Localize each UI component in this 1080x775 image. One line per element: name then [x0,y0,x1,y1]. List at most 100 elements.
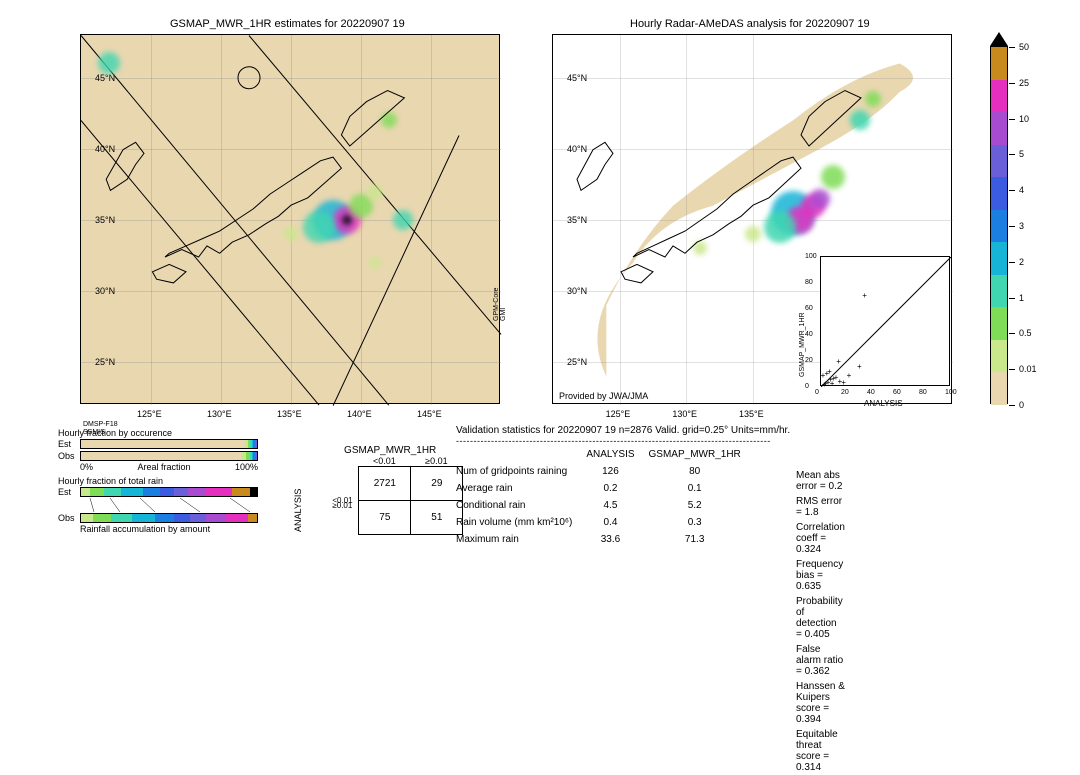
tot-title: Hourly fraction of total rain [58,476,258,486]
scatter-xtick: 20 [841,389,849,396]
cont-title: GSMAP_MWR_1HR [317,445,463,456]
scatter-ytick: 0 [805,383,809,390]
fraction-bar [80,487,258,497]
cont-col-header: <0.01 [358,456,410,466]
colorbar-tick: 4 [1019,185,1024,195]
stats-table: ANALYSISGSMAP_MWR_1HRNum of gridpoints r… [456,446,755,548]
fraction-bar [80,451,258,461]
row-label-est: Est [58,487,80,497]
stats-row-label: Num of gridpoints raining [456,463,586,480]
fraction-bar [80,513,258,523]
cont-table: 2721297551 [358,466,463,535]
metric-line: Frequency bias = 0.635 [796,557,845,594]
scatter-point: + [862,291,867,300]
scatter-point: + [847,371,852,380]
colorbar-segment [991,210,1007,243]
fraction-bar [80,439,258,449]
fraction-block: Hourly fraction by occurenceEstObs0%Area… [58,428,258,534]
scatter-diag [821,257,951,387]
colorbar-tick: 0.01 [1019,364,1037,374]
scatter-ytick: 80 [805,279,813,286]
right-map-title: Hourly Radar-AMeDAS analysis for 2022090… [630,18,870,30]
lon-tick: 145°E [417,409,442,419]
stats-val: 33.6 [586,531,648,548]
lon-tick: 125°E [137,409,162,419]
metric-line: RMS error = 1.8 [796,494,845,520]
colorbar-segment [991,340,1007,373]
stats-row-label: Maximum rain [456,531,586,548]
cont-row-label: ANALYSIS [293,489,347,532]
colorbar-tick: 25 [1019,78,1029,88]
provider-label: Provided by JWA/JMA [559,391,648,401]
metric-line: Correlation coeff = 0.324 [796,520,845,557]
scatter-xlabel: ANALYSIS [864,399,903,408]
stats-val: 126 [586,463,648,480]
colorbar-segment [991,275,1007,308]
colorbar-segment [991,242,1007,275]
lon-tick: 130°E [672,409,697,419]
scatter-ylabel: GSMAP_MWR_1HR [799,312,806,377]
scatter-point: + [857,362,862,371]
lon-tick: 130°E [207,409,232,419]
colorbar: 502510543210.50.010 [990,46,1008,404]
sat-label: DMSP-F18 [83,421,118,428]
stats-val: 4.5 [586,497,648,514]
colorbar-tick: 5 [1019,149,1024,159]
metric-line: False alarm ratio = 0.362 [796,642,845,679]
colorbar-segment [991,47,1007,80]
cont-col-header: ≥0.01 [410,456,462,466]
scatter-xtick: 80 [919,389,927,396]
areal-label: Areal fraction [137,462,190,472]
scatter-xtick: 60 [893,389,901,396]
contingency-block: GSMAP_MWR_1HRANALYSIS<0.01≥0.01<0.012721… [285,445,463,510]
scatter-xtick: 0 [815,389,819,396]
lon-tick: 140°E [347,409,372,419]
stats-val: 0.1 [649,480,755,497]
colorbar-tick: 2 [1019,257,1024,267]
left-map-title: GSMAP_MWR_1HR estimates for 20220907 19 [170,18,405,30]
connector-lines [80,498,258,512]
stats-val: 0.2 [586,480,648,497]
colorbar-segment [991,177,1007,210]
row-label-est: Est [58,439,80,449]
colorbar-segment [991,145,1007,178]
scatter-point: + [836,357,841,366]
figure-root: GSMAP_MWR_1HR estimates for 20220907 19 … [0,0,1080,612]
stats-val: 5.2 [649,497,755,514]
row-label-obs: Obs [58,513,80,523]
scatter-ytick: 40 [805,331,813,338]
stats-val: 0.3 [649,514,755,531]
scatter-point: + [830,379,835,388]
colorbar-tick: 3 [1019,221,1024,231]
coastline-svg [81,35,501,405]
scatter-ytick: 100 [805,253,817,260]
metric-line: Mean abs error = 0.2 [796,468,845,494]
colorbar-tick: 0 [1019,400,1024,410]
stats-val: 0.4 [586,514,648,531]
metric-line: Hanssen & Kuipers score = 0.394 [796,679,845,727]
swath-label: GPM-Core GMI [493,288,507,321]
x0: 0% [80,462,93,472]
lon-tick: 125°E [606,409,631,419]
colorbar-tick: 1 [1019,293,1024,303]
metric-line: Probability of detection = 0.405 [796,594,845,642]
stats-val: 80 [649,463,755,480]
stats-divider: ----------------------------------------… [456,436,790,446]
lon-tick: 135°E [739,409,764,419]
row-label-obs: Obs [58,451,80,461]
accum-title: Rainfall accumulation by amount [80,524,258,534]
stats-val: 71.3 [649,531,755,548]
metrics-list: Mean abs error = 0.2RMS error = 1.8Corre… [796,468,845,775]
colorbar-tick: 10 [1019,114,1029,124]
colorbar-arrow [990,32,1008,46]
stats-row-label: Conditional rain [456,497,586,514]
stats-title: Validation statistics for 20220907 19 n=… [456,425,790,436]
lon-tick: 135°E [277,409,302,419]
scatter-point: + [841,378,846,387]
stats-row-label: Rain volume (mm km²10⁶) [456,514,586,531]
colorbar-tick: 50 [1019,42,1029,52]
colorbar-segment [991,307,1007,340]
left-map-panel: 125°E130°E135°E140°E145°E25°N30°N35°N40°… [80,34,500,404]
metric-line: Equitable threat score = 0.314 [796,727,845,775]
x100: 100% [235,462,258,472]
